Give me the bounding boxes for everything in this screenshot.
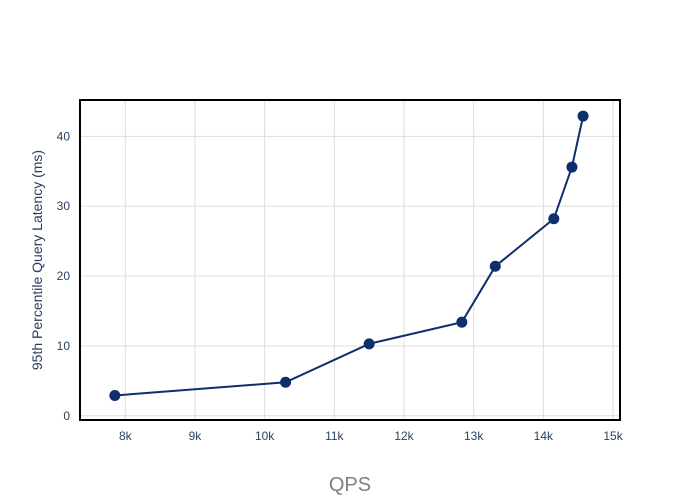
- data-point[interactable]: [577, 110, 589, 122]
- x-axis-title: QPS: [329, 474, 371, 496]
- x-tick-label: 9k: [189, 429, 203, 443]
- data-point[interactable]: [566, 161, 578, 173]
- data-point[interactable]: [548, 213, 560, 225]
- y-tick-label: 20: [57, 269, 71, 283]
- y-tick-label: 0: [63, 409, 70, 423]
- data-point[interactable]: [109, 390, 121, 402]
- y-tick-label: 40: [57, 129, 71, 143]
- data-point[interactable]: [363, 338, 375, 350]
- y-axis-ticks: 0 10 20 30 40: [57, 129, 71, 422]
- series-line: [114, 115, 585, 397]
- y-tick-label: 30: [57, 199, 71, 213]
- x-tick-label: 10k: [255, 429, 275, 443]
- data-point[interactable]: [280, 376, 292, 388]
- data-point[interactable]: [456, 316, 468, 328]
- x-tick-label: 14k: [534, 429, 554, 443]
- plot-frame: [79, 99, 621, 421]
- y-tick-label: 10: [57, 339, 71, 353]
- grid-lines: [80, 100, 620, 420]
- x-tick-label: 11k: [325, 429, 344, 443]
- x-tick-label: 13k: [464, 429, 484, 443]
- x-tick-label: 8k: [119, 429, 133, 443]
- x-tick-label: 12k: [394, 429, 414, 443]
- x-axis-ticks: 8k 9k 10k 11k 12k 13k 14k 15k: [119, 429, 624, 443]
- x-tick-label: 15k: [603, 429, 623, 443]
- series-layer: [109, 110, 589, 402]
- y-axis-title: 95th Percentile Query Latency (ms): [29, 150, 45, 370]
- data-point[interactable]: [489, 260, 501, 272]
